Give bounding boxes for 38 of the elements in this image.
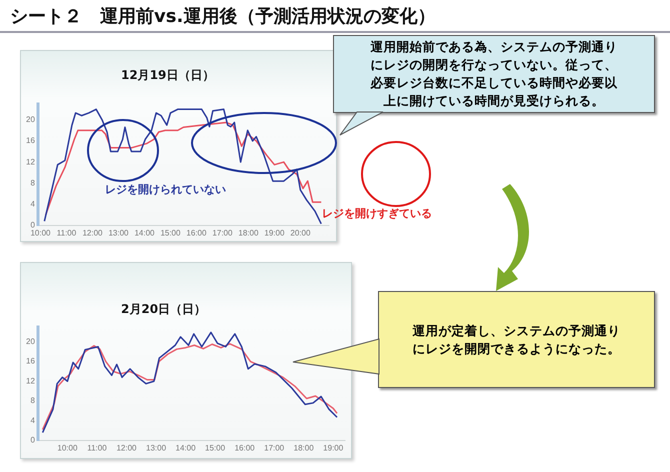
x-tick-label: 12:00 (82, 228, 104, 238)
y-tick-label: 16 (26, 136, 36, 146)
x-tick-label: 15:00 (160, 228, 182, 238)
y-tick-label: 20 (26, 115, 36, 124)
x-tick-label: 17:00 (212, 228, 233, 238)
x-tick-label: 13:00 (146, 443, 167, 452)
y-tick-label: 0 (30, 220, 36, 230)
x-tick-label: 17:00 (264, 443, 285, 452)
x-tick-label: 14:00 (134, 228, 156, 238)
x-tick-label: 16:00 (234, 443, 256, 452)
y-tick-label: 12 (26, 157, 36, 166)
x-tick-label: 12:00 (116, 443, 138, 452)
y-tick-label: 4 (30, 416, 36, 425)
y-tick-label: 8 (30, 178, 36, 188)
chart-title: シート２ 運用前vs.運用後（予測活用状況の変化） (10, 5, 436, 28)
y-tick-label: 0 (30, 436, 36, 445)
x-tick-label: 11:00 (56, 228, 77, 238)
annotation: レジを開けすぎている (322, 207, 432, 220)
x-tick-label: 19:00 (264, 228, 285, 238)
x-tick-label: 20:00 (290, 228, 311, 238)
chart-subtitle: 2月20日（日） (121, 301, 206, 318)
chart-subtitle: 12月19日（日） (121, 67, 214, 84)
y-tick-label: 20 (26, 336, 36, 346)
x-tick-label: 14:00 (176, 443, 196, 452)
x-tick-label: 11:00 (87, 443, 108, 452)
y-tick-label: 4 (30, 199, 36, 208)
y-tick-label: 12 (26, 376, 36, 386)
x-tick-label: 16:00 (186, 228, 207, 238)
x-tick-label: 10:00 (30, 228, 52, 238)
x-tick-label: 15:00 (205, 443, 226, 452)
x-tick-label: 13:00 (108, 228, 130, 238)
x-tick-label: 18:00 (238, 228, 259, 238)
y-tick-label: 8 (30, 396, 36, 406)
annotation: レジを開けられていない (105, 183, 226, 196)
x-tick-label: 19:00 (323, 443, 344, 452)
y-tick-label: 16 (26, 356, 36, 366)
x-tick-label: 18:00 (294, 443, 314, 452)
x-tick-label: 10:00 (57, 443, 78, 452)
